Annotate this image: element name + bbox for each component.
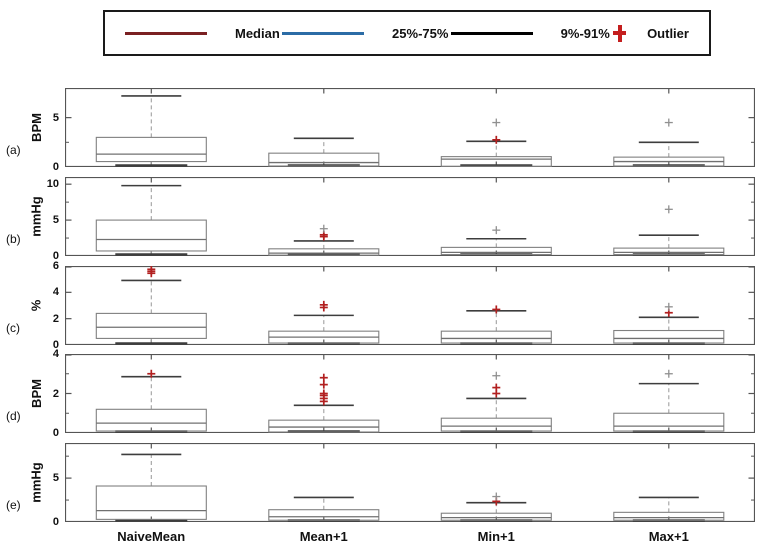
y-tick-label: 4: [52, 348, 59, 360]
y-tick-label: 5: [52, 111, 59, 124]
box-group-b-NaiveMean: [95, 184, 207, 256]
panel-letter-a: (a): [6, 143, 21, 157]
box-group-e-Mean+1: [268, 496, 380, 522]
median-line-icon: [125, 31, 207, 35]
box-group-a-NaiveMean: [95, 95, 207, 167]
y-tick-label: 0: [52, 516, 59, 528]
whisker-line-icon: [450, 31, 533, 35]
y-tick-label: 4: [52, 286, 59, 299]
box-group-d-Max+1: [613, 369, 725, 433]
x-category-label-min+1: Min+1: [477, 529, 515, 544]
y-tick-label: 2: [52, 387, 59, 400]
box-group-a-Max+1: [613, 118, 725, 167]
legend-label-whisker: 9%-91%: [560, 25, 610, 41]
panel-letter-b: (b): [6, 232, 21, 246]
legend-item-outlier: Outlier: [612, 24, 689, 42]
box-group-c-NaiveMean: [95, 266, 207, 345]
y-tick-label: 5: [52, 472, 59, 485]
y-tick-label: 0: [52, 427, 59, 439]
box-group-c-Mean+1: [268, 300, 380, 345]
y-tick-label: 6: [52, 260, 59, 272]
box-group-e-Max+1: [613, 496, 725, 522]
boxplot-panel-e: [65, 443, 755, 522]
y-axis-unit-text: %: [28, 299, 44, 312]
legend-item-median: Median: [125, 26, 280, 41]
legend-item-iqr: 25%-75%: [282, 26, 448, 41]
box-group-c-Min+1: [440, 305, 552, 345]
box-group-c-Max+1: [613, 302, 725, 345]
iqr-line-icon: [282, 31, 365, 35]
x-category-label-max+1: Max+1: [648, 529, 689, 544]
box-group-e-NaiveMean: [95, 453, 207, 522]
legend-label-outlier: Outlier: [647, 25, 689, 41]
box-group-a-Mean+1: [268, 137, 380, 167]
box-group-e-Min+1: [440, 492, 552, 522]
boxplot-panel-c: [65, 266, 755, 345]
legend-label-median: Median: [235, 25, 280, 41]
panel-letter-d: (d): [6, 409, 21, 423]
boxplot-panel-b: [65, 177, 755, 256]
x-category-label-mean+1: Mean+1: [299, 529, 348, 544]
legend: Median 25%-75% 9%-91% Outlier: [103, 10, 711, 56]
y-tick-label: 0: [52, 161, 59, 173]
outlier-plus-icon: [612, 24, 627, 42]
legend-item-whisker: 9%-91%: [450, 25, 610, 41]
x-category-label-naivemean: NaiveMean: [117, 529, 186, 544]
legend-label-iqr: 25%-75%: [392, 25, 449, 41]
box-group-d-Min+1: [440, 371, 552, 433]
box-group-b-Max+1: [613, 205, 725, 256]
y-tick-label: 10: [46, 178, 59, 191]
boxplot-panel-d: [65, 354, 755, 433]
y-tick-label: 0: [52, 339, 59, 351]
y-tick-label: 5: [52, 214, 59, 227]
box-group-b-Mean+1: [268, 224, 380, 256]
box-group-a-Min+1: [440, 118, 552, 167]
boxplot-panel-a: [65, 88, 755, 167]
panel-letter-e: (e): [6, 498, 21, 512]
box-group-d-Mean+1: [268, 373, 380, 433]
box-group-b-Min+1: [440, 226, 552, 256]
box-group-d-NaiveMean: [95, 369, 207, 433]
y-tick-label: 0: [52, 250, 59, 262]
panel-letter-c: (c): [6, 321, 20, 335]
y-tick-label: 2: [52, 312, 59, 325]
